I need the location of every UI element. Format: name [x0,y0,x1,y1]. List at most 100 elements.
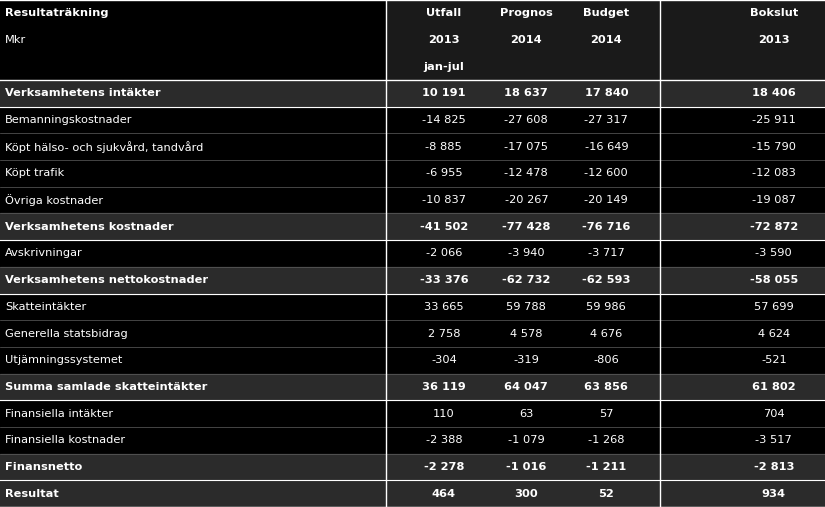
Text: Budget: Budget [583,8,629,18]
Text: -3 940: -3 940 [508,248,544,259]
Text: Verksamhetens kostnader: Verksamhetens kostnader [5,222,173,232]
Text: -319: -319 [513,355,540,365]
Text: Finansiella kostnader: Finansiella kostnader [5,436,125,445]
Text: 61 802: 61 802 [752,382,795,392]
Text: -2 813: -2 813 [753,462,794,472]
Text: 704: 704 [763,409,785,419]
Text: -76 716: -76 716 [582,222,630,232]
Text: 110: 110 [433,409,455,419]
Text: 300: 300 [515,489,538,499]
Text: -2 278: -2 278 [424,462,464,472]
Text: 2014: 2014 [591,35,622,45]
Bar [0,53,386,80]
Text: -62 732: -62 732 [502,275,550,285]
Text: 36 119: 36 119 [422,382,466,392]
Text: 63: 63 [519,409,534,419]
Text: -25 911: -25 911 [752,115,796,125]
Text: -12 600: -12 600 [584,168,629,178]
Text: -3 717: -3 717 [588,248,625,259]
Bar [0,80,825,107]
Text: 59 986: 59 986 [587,302,626,312]
Text: -1 268: -1 268 [588,436,625,445]
Text: 4 578: 4 578 [510,329,543,339]
Bar [0,454,825,480]
Text: 57: 57 [599,409,614,419]
Text: -12 083: -12 083 [752,168,796,178]
Text: -27 608: -27 608 [504,115,549,125]
Text: Verksamhetens intäkter: Verksamhetens intäkter [5,88,161,98]
Text: 10 191: 10 191 [422,88,465,98]
Text: -33 376: -33 376 [420,275,468,285]
Text: Finansiella intäkter: Finansiella intäkter [5,409,113,419]
Text: Utfall: Utfall [427,8,461,18]
Text: 2013: 2013 [758,35,790,45]
Text: -8 885: -8 885 [426,142,462,152]
Text: -1 016: -1 016 [507,462,546,472]
Text: -72 872: -72 872 [750,222,798,232]
Text: -17 075: -17 075 [504,142,549,152]
Text: 64 047: 64 047 [504,382,549,392]
Text: Bokslut: Bokslut [750,8,798,18]
Text: Resultaträkning: Resultaträkning [5,8,108,18]
Text: Köpt hälso- och sjukvård, tandvård: Köpt hälso- och sjukvård, tandvård [5,141,203,153]
Text: 2014: 2014 [511,35,542,45]
Bar [386,53,660,80]
Text: Mkr: Mkr [5,35,26,45]
Text: 934: 934 [761,489,786,499]
Text: 464: 464 [431,489,456,499]
Text: Utjämningssystemet: Utjämningssystemet [5,355,122,365]
Text: -62 593: -62 593 [582,275,630,285]
Bar [0,267,825,294]
Text: -20 267: -20 267 [505,195,548,205]
Text: -12 478: -12 478 [504,168,549,178]
Text: Skatteintäkter: Skatteintäkter [5,302,86,312]
Bar [660,53,825,80]
Bar [0,480,825,507]
Text: -2 066: -2 066 [426,248,462,259]
Text: Bemanningskostnader: Bemanningskostnader [5,115,133,125]
Text: 18 637: 18 637 [504,88,549,98]
Text: 4 676: 4 676 [590,329,623,339]
Bar [0,213,825,240]
Text: Resultat: Resultat [5,489,59,499]
Text: -806: -806 [593,355,620,365]
Text: -1 211: -1 211 [587,462,626,472]
Text: -304: -304 [431,355,457,365]
Text: -6 955: -6 955 [426,168,462,178]
Text: -521: -521 [761,355,787,365]
Text: 2 758: 2 758 [427,329,460,339]
Text: -10 837: -10 837 [422,195,466,205]
Text: -20 149: -20 149 [584,195,629,205]
Text: 33 665: 33 665 [424,302,464,312]
Text: Summa samlade skatteintäkter: Summa samlade skatteintäkter [5,382,207,392]
Text: -77 428: -77 428 [502,222,550,232]
Text: jan-jul: jan-jul [423,62,464,71]
Text: Övriga kostnader: Övriga kostnader [5,194,103,206]
Text: -14 825: -14 825 [422,115,466,125]
Bar [660,0,825,27]
Text: -15 790: -15 790 [752,142,796,152]
Text: -16 649: -16 649 [585,142,628,152]
Bar [386,27,660,53]
Text: Verksamhetens nettokostnader: Verksamhetens nettokostnader [5,275,208,285]
Text: -58 055: -58 055 [750,275,798,285]
Text: 2013: 2013 [428,35,460,45]
Text: -3 517: -3 517 [756,436,792,445]
Bar [386,0,660,27]
Text: -2 388: -2 388 [426,436,462,445]
Text: Prognos: Prognos [500,8,553,18]
Text: 4 624: 4 624 [758,329,790,339]
Text: 17 840: 17 840 [585,88,628,98]
Text: Avskrivningar: Avskrivningar [5,248,82,259]
Bar [0,374,825,400]
Text: 18 406: 18 406 [752,88,796,98]
Text: 57 699: 57 699 [754,302,794,312]
Text: -19 087: -19 087 [752,195,796,205]
Text: Finansnetto: Finansnetto [5,462,82,472]
Bar [0,0,386,27]
Text: Köpt trafik: Köpt trafik [5,168,64,178]
Bar [0,27,386,53]
Text: 63 856: 63 856 [584,382,629,392]
Bar [660,27,825,53]
Text: -27 317: -27 317 [584,115,629,125]
